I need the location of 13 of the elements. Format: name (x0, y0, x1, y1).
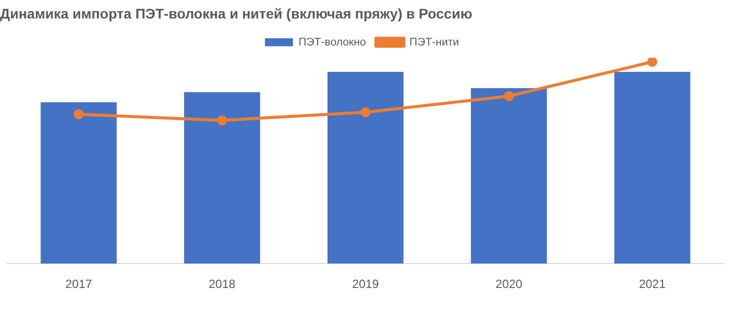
x-tick-label: 2018 (208, 277, 236, 292)
point (647, 58, 658, 67)
x-tick-label: 2020 (496, 277, 523, 292)
x-tick-label: 2017 (65, 277, 92, 292)
chart-title: Динамика импорта ПЭТ-волокна и нитей (включая пряжу) в Россию (0, 5, 472, 22)
point (74, 109, 84, 120)
legend-label: ПЭТ-нити (409, 36, 460, 48)
point (360, 107, 370, 118)
point (504, 91, 514, 102)
x-tick-label: 2019 (352, 277, 380, 292)
x-tick-label: 2021 (638, 277, 666, 292)
point (217, 115, 228, 126)
legend-label: ПЭТ-волокно (298, 36, 366, 48)
